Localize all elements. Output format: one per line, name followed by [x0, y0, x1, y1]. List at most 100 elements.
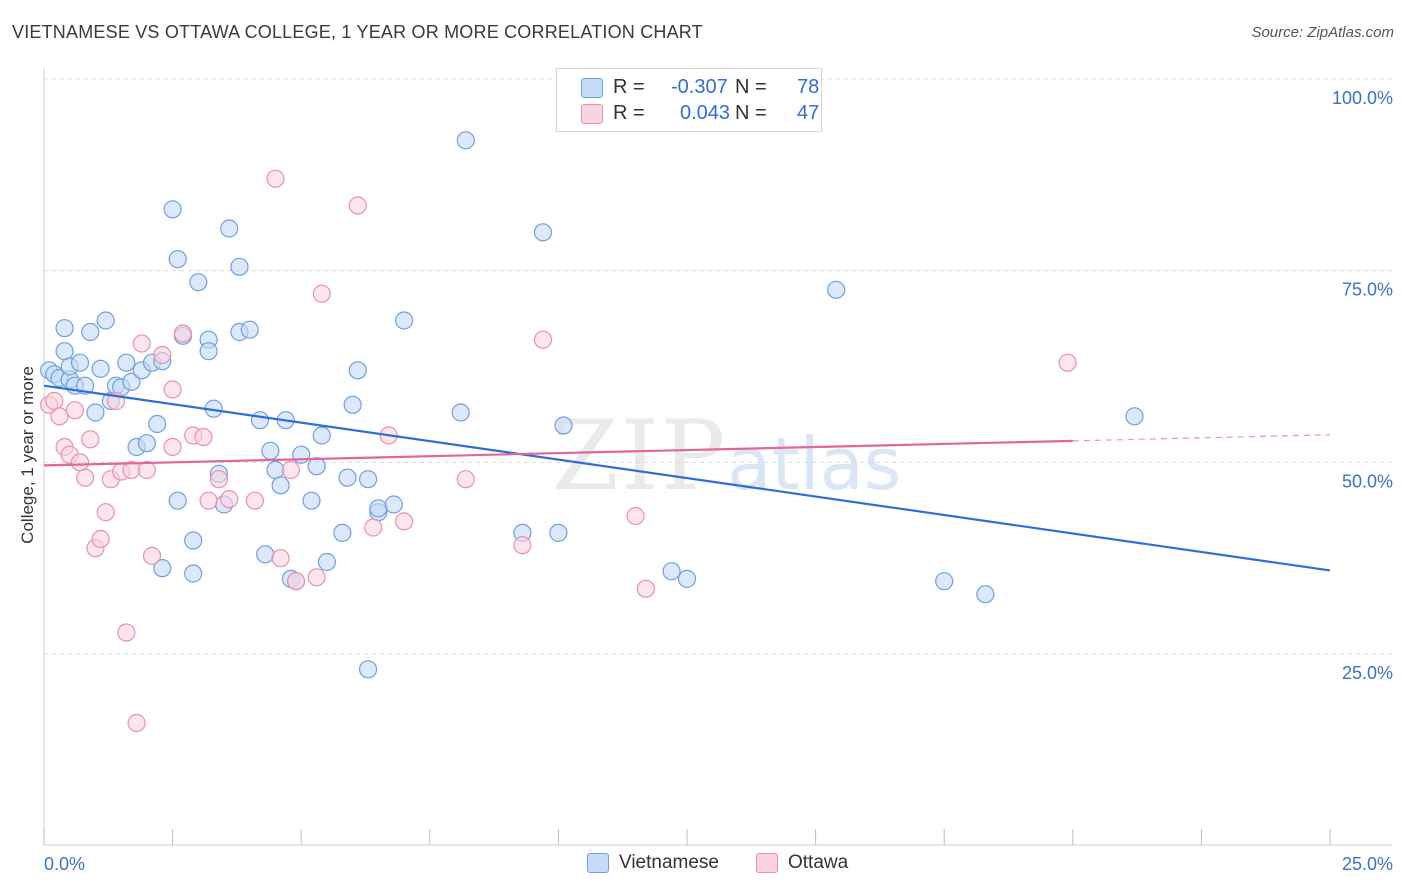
n-value-ottawa: 47: [797, 102, 820, 124]
n-label: N =: [735, 76, 767, 98]
y-tick-label: 100.0%: [1332, 88, 1393, 108]
ottawa-point: [81, 430, 100, 449]
r-value-vietnamese: -0.307: [671, 76, 728, 98]
ottawa-point: [117, 623, 136, 642]
y-tick-label: 50.0%: [1342, 471, 1393, 491]
vietnamese-point: [86, 403, 105, 422]
ottawa-point: [163, 437, 182, 457]
vietnamese-point: [338, 468, 357, 487]
vietnamese-point: [55, 342, 74, 361]
vietnamese-point: [369, 499, 388, 518]
vietnamese-point: [117, 353, 136, 372]
vietnamese-point: [220, 219, 239, 238]
vietnamese-point: [312, 426, 331, 445]
vietnamese-point: [677, 569, 697, 588]
r-label: R =: [613, 76, 645, 98]
ottawa-point: [456, 470, 475, 489]
ottawa-point: [394, 512, 414, 531]
vietnamese-point: [827, 280, 846, 299]
vietnamese-legend-swatch-icon: [587, 853, 609, 873]
ottawa-trend-extension: [1072, 434, 1331, 442]
ottawa-legend-swatch-icon: [756, 853, 778, 873]
ottawa-point: [271, 549, 290, 568]
vietnamese-point: [358, 470, 378, 489]
ottawa-point: [1058, 353, 1077, 372]
vietnamese-point: [456, 131, 475, 150]
vietnamese-point: [184, 531, 203, 550]
ottawa-point: [533, 330, 553, 349]
ottawa-point: [45, 391, 64, 411]
ottawa-swatch-icon: [581, 104, 603, 124]
vietnamese-point: [199, 342, 218, 361]
vietnamese-point: [394, 311, 414, 330]
ottawa-point: [70, 453, 90, 472]
vietnamese-point: [1125, 407, 1144, 426]
ottawa-point: [194, 427, 213, 447]
vietnamese-point: [70, 353, 90, 372]
n-value-vietnamese: 78: [797, 76, 820, 98]
vietnamese-point: [96, 311, 115, 330]
vietnamese-point: [302, 491, 321, 510]
vietnamese-point: [358, 660, 378, 679]
vietnamese-point: [153, 559, 172, 578]
legend-label-vietnamese: Vietnamese: [619, 852, 719, 873]
legend-item-ottawa[interactable]: Ottawa: [756, 851, 866, 877]
vietnamese-point: [348, 361, 367, 380]
vietnamese-point: [976, 585, 995, 604]
ottawa-point: [76, 468, 95, 487]
ottawa-point: [153, 345, 172, 365]
vietnamese-point: [261, 441, 280, 460]
source-label: Source: ZipAtlas.com: [1251, 24, 1394, 41]
vietnamese-point: [137, 434, 156, 453]
ottawa-point: [163, 380, 182, 399]
ottawa-point: [65, 401, 84, 420]
vietnamese-swatch-icon: [581, 78, 603, 98]
ottawa-point: [513, 536, 532, 555]
vietnamese-point: [554, 416, 573, 435]
chart-title: VIETNAMESE VS OTTAWA COLLEGE, 1 YEAR OR …: [12, 22, 703, 42]
vietnamese-point: [122, 372, 141, 391]
ottawa-point: [127, 713, 146, 733]
y-tick-label: 75.0%: [1342, 280, 1393, 300]
ottawa-point: [312, 284, 331, 303]
ottawa-point: [307, 568, 326, 587]
vietnamese-point: [91, 359, 110, 378]
vietnamese-point: [148, 414, 167, 434]
r-label: R =: [613, 102, 645, 124]
ottawa-point: [286, 572, 306, 591]
stats-box: R = -0.307 N = 78 R = 0.043 N = 47: [556, 68, 822, 132]
vietnamese-point: [451, 403, 470, 422]
vietnamese-point: [384, 495, 403, 514]
watermark-atlas: atlas: [727, 422, 902, 506]
ottawa-point: [173, 324, 192, 343]
watermark: ZIPatlas: [552, 400, 901, 512]
ottawa-point: [281, 460, 301, 480]
vietnamese-point: [333, 523, 352, 542]
vietnamese-point: [343, 395, 362, 414]
ottawa-point: [199, 491, 218, 510]
n-label: N =: [735, 102, 767, 124]
r-value-ottawa: 0.043: [680, 102, 731, 124]
ottawa-point: [364, 518, 383, 537]
ottawa-point: [220, 490, 239, 509]
series-ottawa: [40, 169, 1077, 733]
vietnamese-point: [662, 562, 681, 581]
vietnamese-point: [250, 411, 270, 430]
ottawa-point: [348, 196, 367, 215]
vietnamese-point: [271, 476, 290, 495]
ottawa-point: [132, 334, 151, 353]
vietnamese-point: [549, 523, 568, 542]
ottawa-point: [137, 460, 156, 480]
ottawa-point: [50, 407, 69, 426]
vietnamese-point: [81, 322, 100, 342]
x-tick-label-min: 0.0%: [44, 854, 85, 874]
ottawa-point: [142, 546, 162, 565]
vietnamese-point: [168, 491, 187, 510]
vietnamese-point: [935, 572, 954, 591]
legend-label-ottawa: Ottawa: [788, 852, 849, 873]
ottawa-point: [266, 169, 285, 188]
vietnamese-point: [266, 460, 285, 480]
vietnamese-trend-line: [43, 384, 1331, 572]
legend-item-vietnamese[interactable]: Vietnamese: [587, 851, 737, 877]
